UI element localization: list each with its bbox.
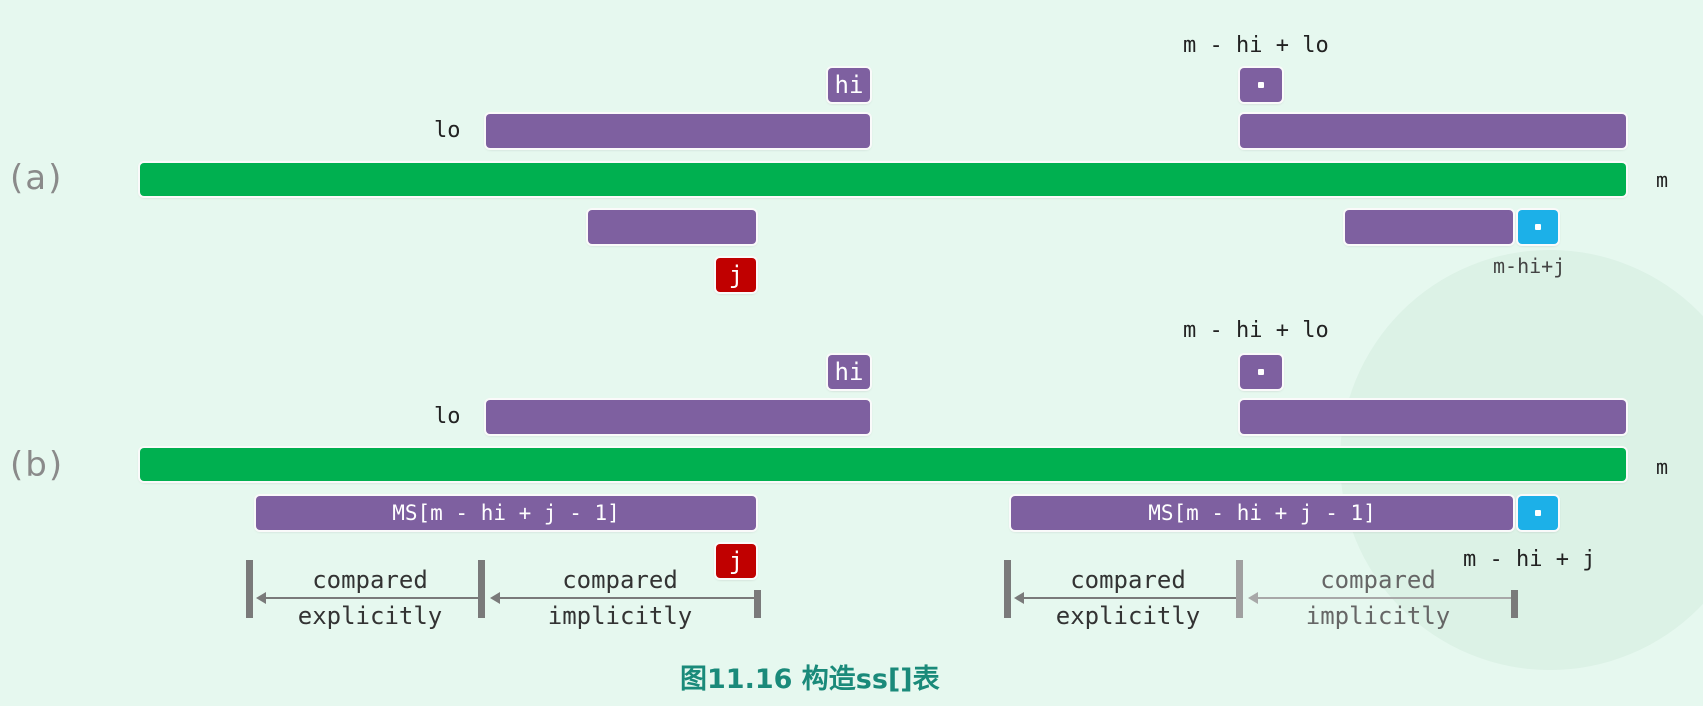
right-implicit-end-tick [1511, 590, 1518, 618]
row-a-lo-hi-bar [486, 114, 870, 148]
right-explicit-end-tick [1236, 560, 1243, 618]
right-implicit-arrowhead [1248, 592, 1258, 604]
row-b-m-label: m [1656, 455, 1669, 479]
row-b-dot-tag [1240, 355, 1282, 389]
row-b-ms-left-bar [256, 496, 756, 530]
row-b-j-tag: j [716, 544, 756, 578]
row-b-suffix-bar [1240, 400, 1626, 434]
right-explicit-arrow-line [1020, 597, 1236, 599]
left-explicit-arrowhead [256, 592, 266, 604]
left-implicit-text: compared implicitly [547, 566, 693, 630]
left-explicit-text: compared explicitly [297, 566, 443, 630]
row-a-label: (a) [10, 158, 64, 198]
row-a-j-bar [588, 210, 756, 244]
left-explicit-arrow-line [262, 597, 478, 599]
right-explicit-arrowhead [1014, 592, 1024, 604]
row-b-hi-tag: hi [828, 355, 870, 389]
right-explicit-start-tick [1004, 560, 1011, 618]
row-a-m-hi-j-label: m-hi+j [1493, 254, 1566, 278]
right-implicit-arrow-line [1256, 597, 1511, 599]
row-a-cyan-dot-tag [1518, 210, 1558, 244]
row-b-lo-hi-bar [486, 400, 870, 434]
row-a-mhij-bar [1345, 210, 1513, 244]
row-b-pattern-bar [140, 448, 1626, 481]
left-implicit-arrowhead [490, 592, 500, 604]
row-a-dot-tag [1240, 68, 1282, 102]
row-b-ms-right-bar [1011, 496, 1513, 530]
figure-caption: 图11.16 构造ss[]表 [680, 664, 940, 695]
row-a-hi-tag: hi [828, 68, 870, 102]
row-b-label: (b) [10, 445, 65, 485]
row-a-lo-label: lo [434, 118, 461, 143]
row-a-j-tag: j [716, 258, 756, 292]
row-b-cyan-dot-tag [1518, 496, 1558, 530]
row-a-m-label: m [1656, 168, 1669, 192]
row-b-m-hi-j-label: m - hi + j [1463, 547, 1596, 572]
row-b-m-hi-lo-label: m - hi + lo [1183, 318, 1329, 343]
row-a-m-hi-lo-label: m - hi + lo [1183, 33, 1329, 58]
row-b-ms-right-text: MS[m - hi + j - 1] [1148, 501, 1376, 525]
right-explicit-text: compared explicitly [1055, 566, 1201, 630]
row-b-lo-label: lo [434, 404, 461, 429]
left-implicit-arrow-line [498, 597, 754, 599]
row-b-ms-left-text: MS[m - hi + j - 1] [392, 501, 620, 525]
left-explicit-start-tick [246, 560, 253, 618]
row-a-suffix-bar [1240, 114, 1626, 148]
left-explicit-end-tick [478, 560, 485, 618]
left-implicit-end-tick [754, 590, 761, 618]
row-a-pattern-bar [140, 163, 1626, 196]
right-implicit-text: compared implicitly [1305, 566, 1451, 630]
